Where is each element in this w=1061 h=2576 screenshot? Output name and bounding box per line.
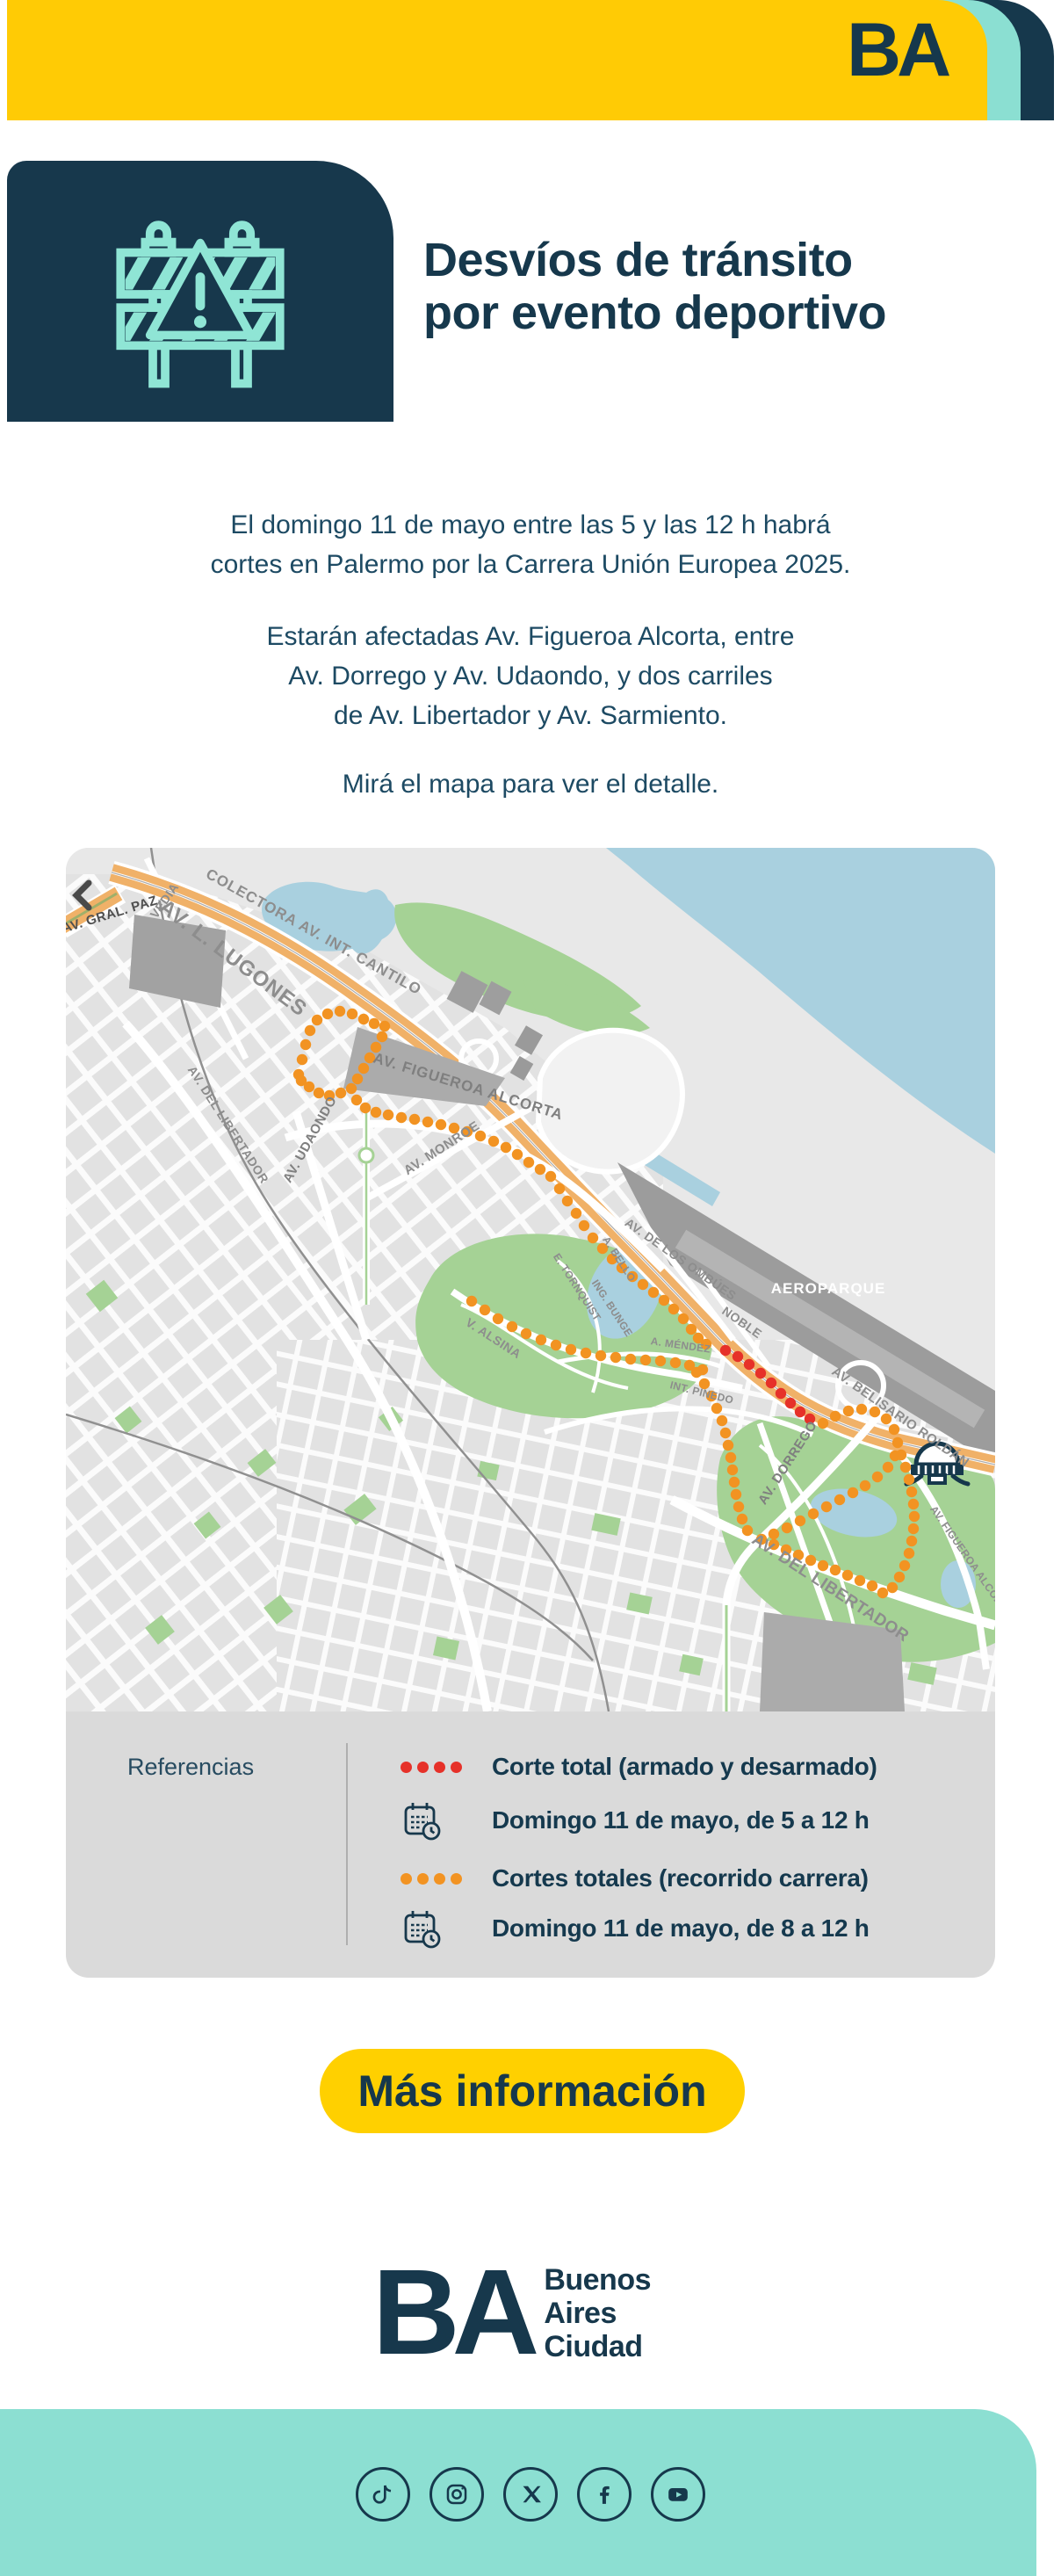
map-graphic bbox=[66, 848, 995, 1711]
legend-row-cortes-totales: Cortes totales (recorrido carrera) bbox=[401, 1864, 869, 1892]
legend-title: Referencias bbox=[127, 1754, 255, 1780]
calendar-clock-icon bbox=[404, 1911, 441, 1949]
page-title-line1: Desvíos de tránsito bbox=[423, 234, 853, 286]
ba-header-logo: BA bbox=[847, 8, 951, 92]
ba-wordmark-line3: Ciudad bbox=[544, 2330, 643, 2363]
ba-wordmark: Buenos Aires Ciudad bbox=[544, 2263, 651, 2363]
legend-label-corte-total: Corte total (armado y desarmado) bbox=[492, 1753, 877, 1780]
legend-row-horario-1: Domingo 11 de mayo, de 5 a 12 h bbox=[401, 1799, 870, 1842]
legend-label-horario-2: Domingo 11 de mayo, de 8 a 12 h bbox=[492, 1914, 870, 1942]
intro-p2-line3: de Av. Libertador y Av. Sarmiento. bbox=[333, 701, 728, 730]
page-title: Desvíos de tránsito por evento deportivo bbox=[423, 234, 1003, 339]
calendar-clock-icon bbox=[404, 1803, 441, 1841]
ba-footer-logo: BA Buenos Aires Ciudad bbox=[372, 2245, 652, 2380]
traffic-map: AV. GRAL. PAZ VEDIA COLECTORA AV. INT. CAN… bbox=[66, 848, 995, 1711]
intro-p2-line1: Estarán afectadas Av. Figueroa Alcorta, … bbox=[266, 622, 795, 651]
tiktok-icon[interactable] bbox=[356, 2467, 410, 2522]
facebook-icon[interactable] bbox=[577, 2467, 632, 2522]
west-arrow-icon bbox=[72, 879, 92, 911]
legend-label-horario-1: Domingo 11 de mayo, de 5 a 12 h bbox=[492, 1806, 870, 1834]
intro-paragraph-2: Estarán afectadas Av. Figueroa Alcorta, … bbox=[0, 617, 1061, 735]
red-dots-icon bbox=[401, 1761, 462, 1773]
intro-p3-line1: Mirá el mapa para ver el detalle. bbox=[342, 770, 719, 799]
intro-p1-line2: cortes en Palermo por la Carrera Unión E… bbox=[210, 550, 851, 579]
ba-wordmark-line2: Aires bbox=[544, 2297, 617, 2330]
footer-band bbox=[0, 2409, 1036, 2576]
page-title-line2: por evento deportivo bbox=[423, 286, 887, 339]
social-links bbox=[0, 2467, 1061, 2522]
ba-monogram: BA bbox=[372, 2245, 539, 2380]
instagram-icon[interactable] bbox=[429, 2467, 484, 2522]
planetarium-icon bbox=[904, 1441, 971, 1487]
legend-panel: Referencias Corte total (armado y desarm… bbox=[66, 1711, 995, 1978]
more-info-button[interactable]: Más información bbox=[320, 2049, 745, 2133]
legend-row-corte-total: Corte total (armado y desarmado) bbox=[401, 1753, 877, 1781]
intro-paragraph-3: Mirá el mapa para ver el detalle. bbox=[0, 764, 1061, 804]
ba-wordmark-line1: Buenos bbox=[544, 2263, 652, 2297]
legend-divider bbox=[346, 1743, 348, 1945]
orange-dots-icon bbox=[401, 1872, 462, 1885]
intro-paragraph-1: El domingo 11 de mayo entre las 5 y las … bbox=[0, 505, 1061, 584]
roadblock-barrier-icon bbox=[116, 221, 285, 388]
intro-p2-line2: Av. Dorrego y Av. Udaondo, y dos carrile… bbox=[288, 662, 773, 691]
x-icon[interactable] bbox=[503, 2467, 558, 2522]
legend-label-cortes-totales: Cortes totales (recorrido carrera) bbox=[492, 1864, 869, 1892]
header-yellow-band: BA bbox=[7, 0, 987, 120]
intro-p1-line1: El domingo 11 de mayo entre las 5 y las … bbox=[230, 510, 831, 539]
youtube-icon[interactable] bbox=[651, 2467, 705, 2522]
legend-row-horario-2: Domingo 11 de mayo, de 8 a 12 h bbox=[401, 1907, 870, 1950]
hero-card bbox=[7, 161, 393, 422]
